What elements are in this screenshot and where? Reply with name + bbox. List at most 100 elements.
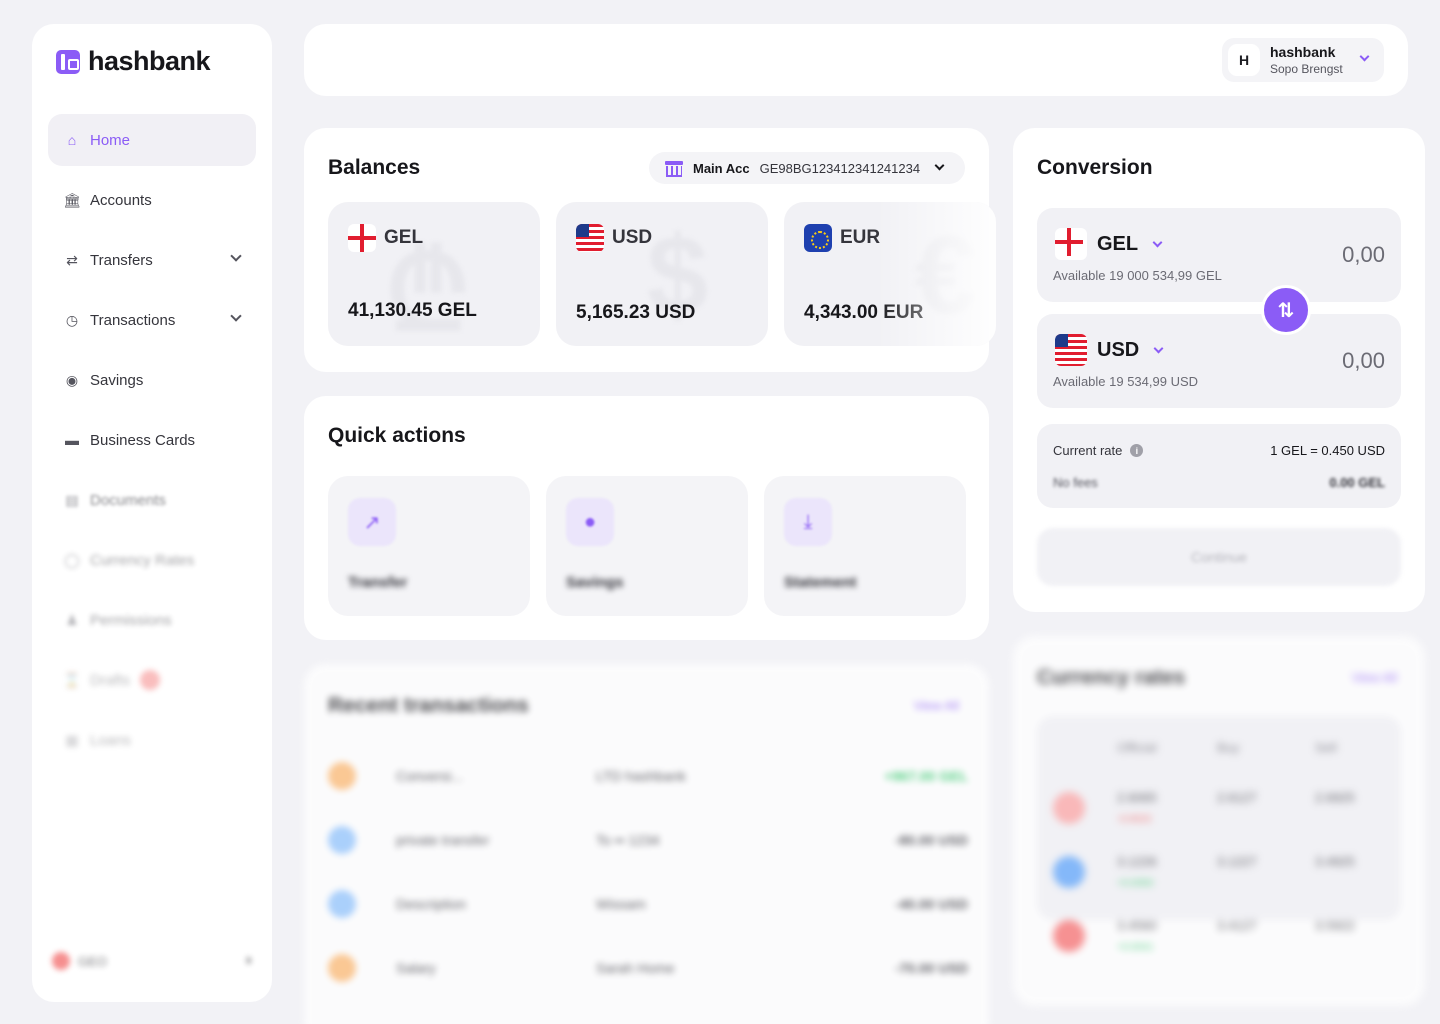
table-row[interactable]: 3.4560 3.4127 3.5922 +0.0041 [1037, 910, 1401, 960]
balance-card-usd[interactable]: $ USD 5,165.23 USD [556, 202, 768, 346]
loan-icon: ▦ [65, 731, 79, 748]
chevron-down-icon [1152, 237, 1163, 247]
conversion-from: GEL Available 19 000 534,99 GEL 0,00 [1037, 208, 1401, 302]
table-row[interactable]: 3.1226 3.1227 3.4925 +0.0050 [1037, 846, 1401, 896]
rate-label: Current rate [1053, 443, 1123, 458]
from-currency: GEL [1097, 232, 1139, 255]
sidebar-item-label: Transfers [90, 251, 153, 269]
balance-card-eur[interactable]: € EUR 4,343.00 EUR [784, 202, 996, 346]
eu-flag-icon [804, 224, 832, 252]
sidebar-item-loans[interactable]: ▦ Loans [48, 714, 256, 766]
table-row[interactable]: private transfer To •• 1234 -80.00 USD [328, 820, 968, 860]
hourglass-icon: ⌛ [63, 671, 81, 688]
swap-currencies-button[interactable]: ⇅ [1261, 285, 1311, 335]
sidebar-item-home[interactable]: ⌂ Home [48, 114, 256, 166]
buy-rate: 2.6127 [1217, 790, 1257, 805]
view-all-link[interactable]: View All [1351, 670, 1397, 685]
balance-currency: GEL [384, 227, 424, 248]
from-amount-input[interactable]: 0,00 [1342, 242, 1385, 267]
arrow-up-right-icon: ↗ [348, 498, 396, 546]
table-row[interactable]: Conversi... LTD hashbank +967.00 GEL [328, 756, 968, 796]
usa-flag-icon [576, 224, 604, 252]
chevron-down-icon[interactable] [230, 250, 242, 262]
to-currency-selector[interactable]: USD [1055, 334, 1164, 366]
drafts-badge [140, 670, 161, 690]
sidebar-item-permissions[interactable]: ♟ Permissions [48, 594, 256, 646]
view-all-link[interactable]: View All [913, 698, 959, 713]
transaction-description: Salary [396, 960, 436, 976]
sidebar-item-transactions[interactable]: ◷ Transactions [48, 294, 256, 346]
transaction-amount: -80.00 USD [894, 832, 968, 848]
language-label: GEO [78, 953, 107, 969]
info-icon[interactable]: i [1130, 444, 1144, 457]
sidebar-item-documents[interactable]: ▤ Documents [48, 474, 256, 526]
swap-arrows-icon: ⇅ [1277, 299, 1295, 322]
continue-button[interactable]: Continue [1037, 528, 1401, 586]
sidebar-item-currency-rates[interactable]: ◯ Currency Rates [48, 534, 256, 586]
table-row[interactable]: Salary Sarah Home -70.00 USD [328, 948, 968, 988]
sidebar-item-label: Permissions [90, 611, 172, 629]
quick-action-statement[interactable]: ⤓ Statement [764, 476, 966, 616]
sidebar-item-transfers[interactable]: ⇄ Transfers [48, 234, 256, 286]
transaction-description: private transfer [396, 832, 490, 848]
transaction-party: To •• 1234 [596, 832, 660, 848]
rate-change: +0.0050 [1117, 878, 1154, 889]
transaction-icon [328, 762, 356, 790]
quick-actions-title: Quick actions [328, 424, 466, 447]
sidebar-item-label: Transactions [90, 311, 176, 329]
conversion-title: Conversion [1037, 156, 1153, 179]
sell-rate: 3.5922 [1315, 918, 1355, 933]
piggy-bank-icon: ◉ [65, 371, 79, 388]
usa-flag-icon [1055, 334, 1087, 366]
transaction-description: Conversi... [396, 768, 463, 784]
users-icon: ♟ [65, 611, 79, 628]
transaction-description: Description [396, 896, 467, 912]
transaction-party: Sarah Home [596, 960, 675, 976]
sidebar-item-label: Accounts [90, 191, 152, 209]
official-rate: 3.4560 [1117, 918, 1157, 933]
language-flag-icon [52, 952, 70, 970]
language-selector[interactable]: GEO [52, 952, 107, 970]
sidebar: hashbank ⌂ Home 🏛 Accounts ⇄ Transfers ◷… [32, 24, 272, 1002]
from-currency-selector[interactable]: GEL [1055, 228, 1163, 260]
balance-amount: 41,130.45 GEL [348, 300, 477, 321]
eu-flag-icon [1053, 856, 1085, 888]
fade-overlay [876, 202, 996, 346]
transfer-arrows-icon: ⇄ [66, 251, 78, 268]
conversion-card: Conversion GEL Available 19 000 534,99 G… [1013, 128, 1425, 612]
to-amount-input[interactable]: 0,00 [1342, 348, 1385, 373]
avatar: H [1228, 44, 1260, 76]
balance-card-gel[interactable]: ₾ GEL 41,130.45 GEL [328, 202, 540, 346]
sidebar-item-label: Home [90, 131, 131, 149]
logo[interactable]: hashbank [56, 46, 211, 77]
conversion-to: USD Available 19 534,99 USD 0,00 [1037, 314, 1401, 408]
sidebar-item-drafts[interactable]: ⌛ Drafts [48, 654, 256, 706]
table-row[interactable]: 2.6065 2.6127 2.6925 -0.0023 [1037, 782, 1401, 832]
quick-action-label: Savings [566, 574, 624, 591]
table-row[interactable]: Description Wissam -40.00 USD [328, 884, 968, 924]
download-icon: ⤓ [784, 498, 832, 546]
dollar-symbol-icon: $ [646, 214, 708, 337]
transaction-icon [328, 826, 356, 854]
profile-switcher[interactable]: H hashbank Sopo Brengst [1222, 38, 1384, 82]
quick-action-transfer[interactable]: ↗ Transfer [328, 476, 530, 616]
quick-action-savings[interactable]: ● Savings [546, 476, 748, 616]
quick-action-label: Statement [784, 574, 857, 591]
recent-transactions-card: Recent transactions View All Conversi...… [304, 664, 989, 1024]
transaction-party: LTD hashbank [596, 768, 687, 784]
sidebar-item-business-cards[interactable]: ▬ Business Cards [48, 414, 256, 466]
chevron-down-icon [1359, 51, 1370, 62]
sidebar-item-accounts[interactable]: 🏛 Accounts [48, 174, 256, 226]
profile-name: hashbank [1270, 44, 1336, 60]
rate-change: -0.0023 [1117, 814, 1151, 825]
chevron-down-icon[interactable] [230, 310, 242, 322]
currency-rates-title: Currency rates [1037, 666, 1186, 689]
sidebar-item-label: Business Cards [90, 431, 196, 449]
sidebar-item-savings[interactable]: ◉ Savings [48, 354, 256, 406]
balances-title: Balances [328, 156, 421, 179]
transaction-icon [328, 954, 356, 982]
hashbank-logo-icon [56, 49, 80, 74]
theme-toggle-icon[interactable]: ◑ [242, 952, 252, 969]
account-selector[interactable]: Main Acc GE98BG123412341241234 [649, 152, 965, 184]
currency-icon: ◯ [64, 551, 80, 568]
